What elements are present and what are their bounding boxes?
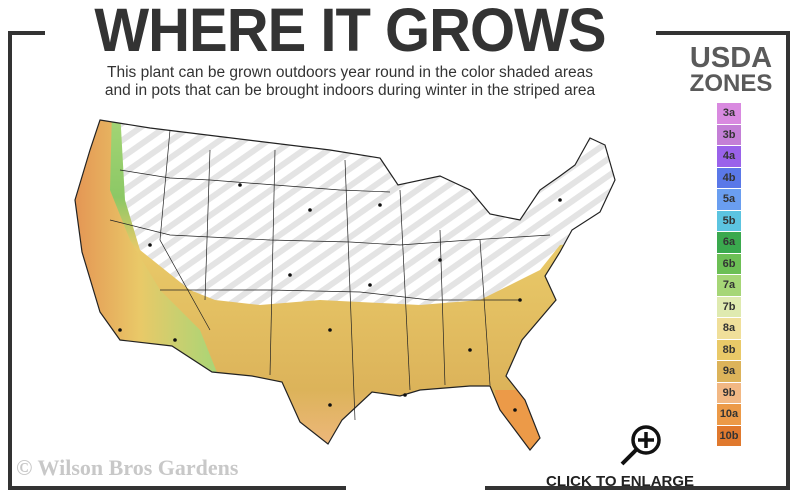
legend-zone-8b: 8b <box>717 339 741 360</box>
frame-top-right <box>656 31 790 35</box>
legend-zone-7a: 7a <box>717 275 741 296</box>
legend-zone-3b: 3b <box>717 124 741 145</box>
legend-zone-10a: 10a <box>717 404 741 425</box>
frame-left <box>8 31 12 490</box>
legend-zone-5a: 5a <box>717 189 741 210</box>
magnifier-plus-icon <box>620 425 661 466</box>
us-hardiness-map[interactable] <box>60 110 620 460</box>
click-to-enlarge-label: CLICK TO ENLARGE <box>546 473 695 490</box>
legend-zone-8a: 8a <box>717 318 741 339</box>
legend-title-line-2: ZONES <box>689 70 773 97</box>
frame-right <box>786 31 790 490</box>
page-title: WHERE IT GROWS <box>94 0 606 65</box>
legend-zone-6a: 6a <box>717 232 741 253</box>
legend-zone-4a: 4a <box>717 146 741 167</box>
legend-zone-9a: 9a <box>717 361 741 382</box>
shaded-area-florida-tip <box>495 390 545 450</box>
city-dots <box>118 183 562 412</box>
frame-top-left <box>9 31 45 35</box>
click-to-enlarge-button[interactable]: CLICK TO ENLARGE <box>540 421 730 496</box>
frame-bottom-right <box>485 486 790 490</box>
legend-zone-7b: 7b <box>717 296 741 317</box>
legend-zone-10b: 10b <box>717 425 741 446</box>
state-borders <box>109 129 551 421</box>
legend-zone-6b: 6b <box>717 253 741 274</box>
legend-title-line-1: USDA <box>689 42 773 74</box>
subtitle-line-1: This plant can be grown outdoors year ro… <box>107 64 593 81</box>
legend-title: USDA ZONES <box>676 42 786 97</box>
copyright-watermark: © Wilson Bros Gardens <box>16 455 239 480</box>
legend-zone-4b: 4b <box>717 167 741 188</box>
legend-zone-9b: 9b <box>717 382 741 403</box>
map-regions <box>75 120 615 450</box>
legend-zone-3a: 3a <box>717 103 741 124</box>
subtitle-line-2: and in pots that can be brought indoors … <box>104 82 596 99</box>
subtitle: This plant can be grown outdoors year ro… <box>50 64 650 100</box>
legend-zone-5b: 5b <box>717 210 741 231</box>
frame-bottom-left <box>8 486 346 490</box>
usda-zone-legend: 3a 3b 4a 4b 5a 5b 6a 6b 7a 7b 8a 8b 9a 9b 10a 10b <box>717 103 741 447</box>
